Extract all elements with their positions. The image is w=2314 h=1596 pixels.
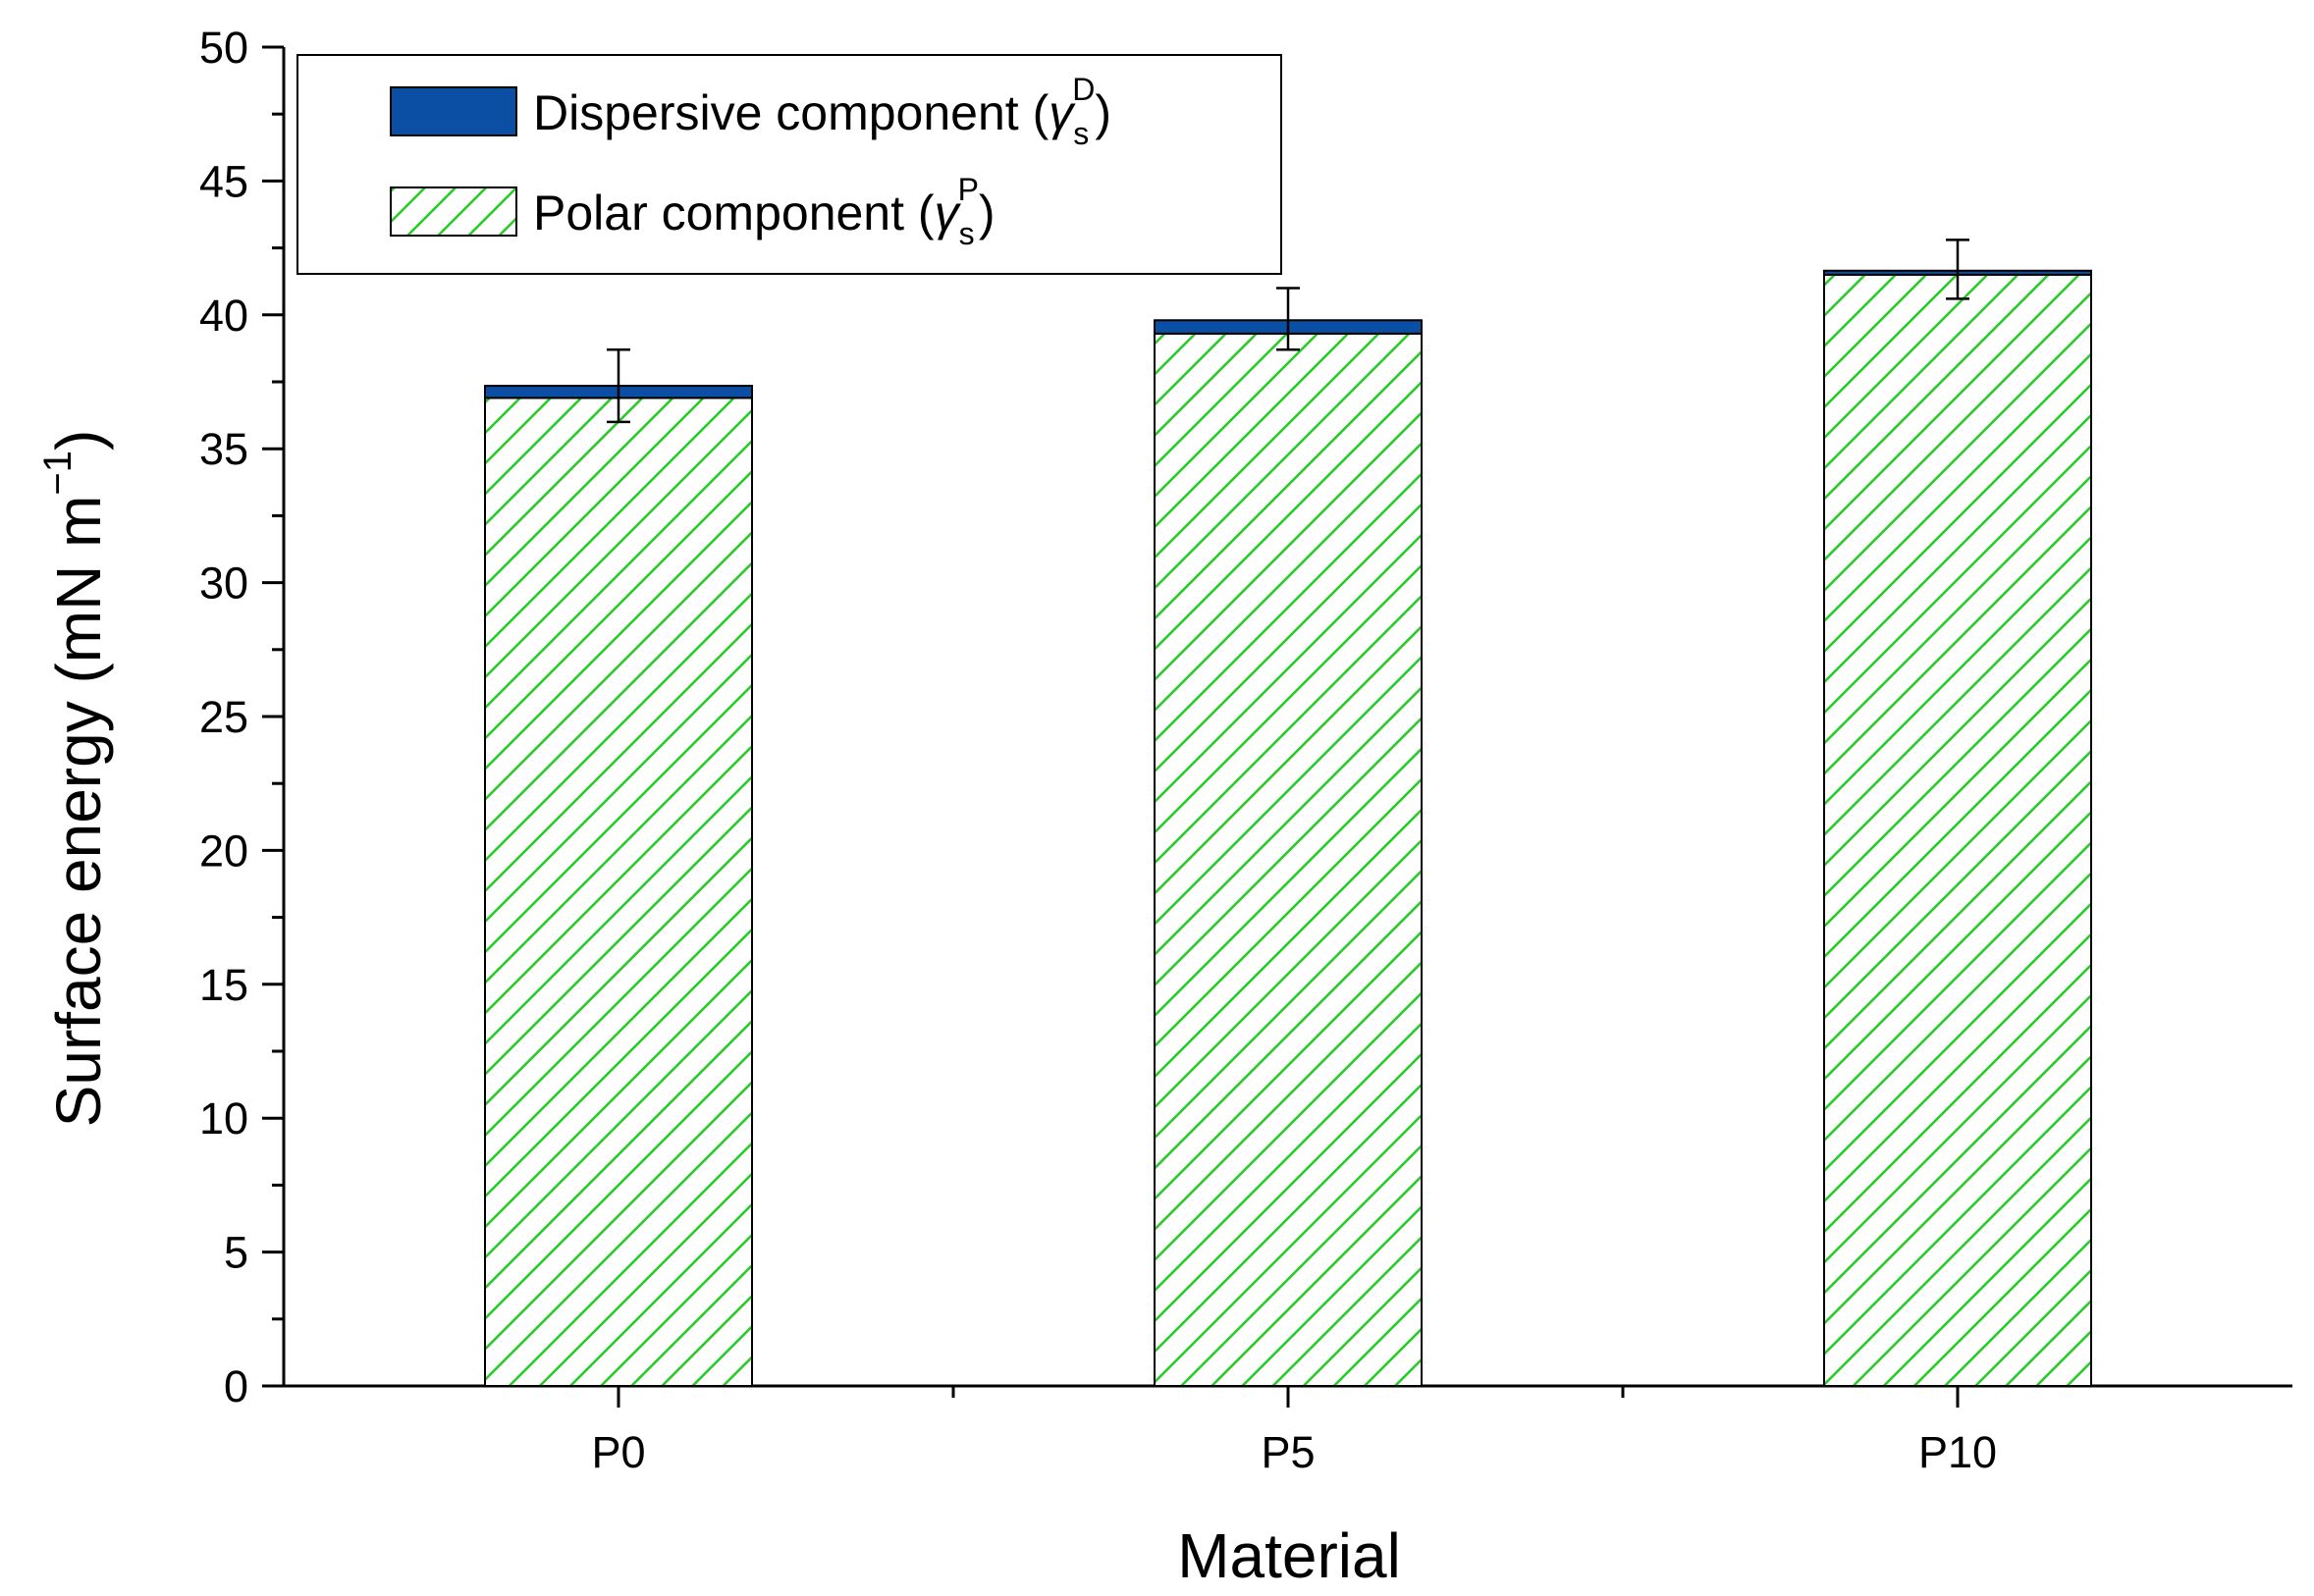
x-tick-label: P0 [591,1427,645,1477]
x-tick-label: P10 [1918,1427,1997,1477]
y-axis-title-exponent: −1 [36,451,80,496]
y-tick-label: 45 [199,156,248,206]
legend-symbol-dispersive: γ [1049,85,1076,140]
y-axis-title: Surface energy (mN m−1) [36,430,114,1128]
bar-p10-polar [1823,273,2092,1387]
y-tick-label: 5 [224,1228,248,1278]
bars [484,269,2092,1388]
legend-sup-polar: P [958,172,979,207]
y-tick-label: 40 [199,291,248,341]
x-axis-title: Material [1177,1520,1401,1591]
bar-p5-polar [1154,332,1423,1387]
y-tick-label: 15 [199,960,248,1010]
y-tick-label: 35 [199,424,248,474]
ticks: 0 5 10 15 20 25 30 35 40 45 50 P0 P5 P10 [199,23,1997,1477]
legend-label-dispersive: Dispersive component [533,85,1019,140]
legend-symbol-polar: γ [935,186,962,240]
svg-text:Dispersive component (γsD): Dispersive component (γsD) [533,72,1111,151]
error-bar-p10 [1946,239,1969,300]
y-tick-label: 30 [199,559,248,609]
y-axis-title-main: Surface energy (mN m [43,496,114,1128]
x-tick-label: P5 [1261,1427,1315,1477]
error-bar-p5 [1276,287,1300,351]
legend-swatch-dispersive [390,86,517,136]
legend-sup-dispersive: D [1072,72,1095,107]
svg-text:Surface energy (mN m−1): Surface energy (mN m−1) [36,430,114,1128]
svg-text:Polar component (γsP): Polar component (γsP) [533,172,996,251]
legend-label-polar: Polar component [533,186,904,240]
y-tick-label: 20 [199,825,248,876]
y-tick-label: 25 [199,692,248,742]
error-bars [607,239,1969,424]
y-tick-label: 50 [199,23,248,73]
error-bar-p0 [607,348,630,424]
y-tick-label: 10 [199,1093,248,1144]
legend-swatch-polar [390,186,517,237]
legend-sub-dispersive: s [1073,116,1089,151]
bar-p0-polar [484,397,753,1388]
legend-sub-polar: s [959,216,975,251]
legend: Dispersive component (γsD) Polar compone… [296,54,1282,275]
y-axis-title-close: ) [43,430,114,451]
y-tick-label: 0 [224,1361,248,1411]
